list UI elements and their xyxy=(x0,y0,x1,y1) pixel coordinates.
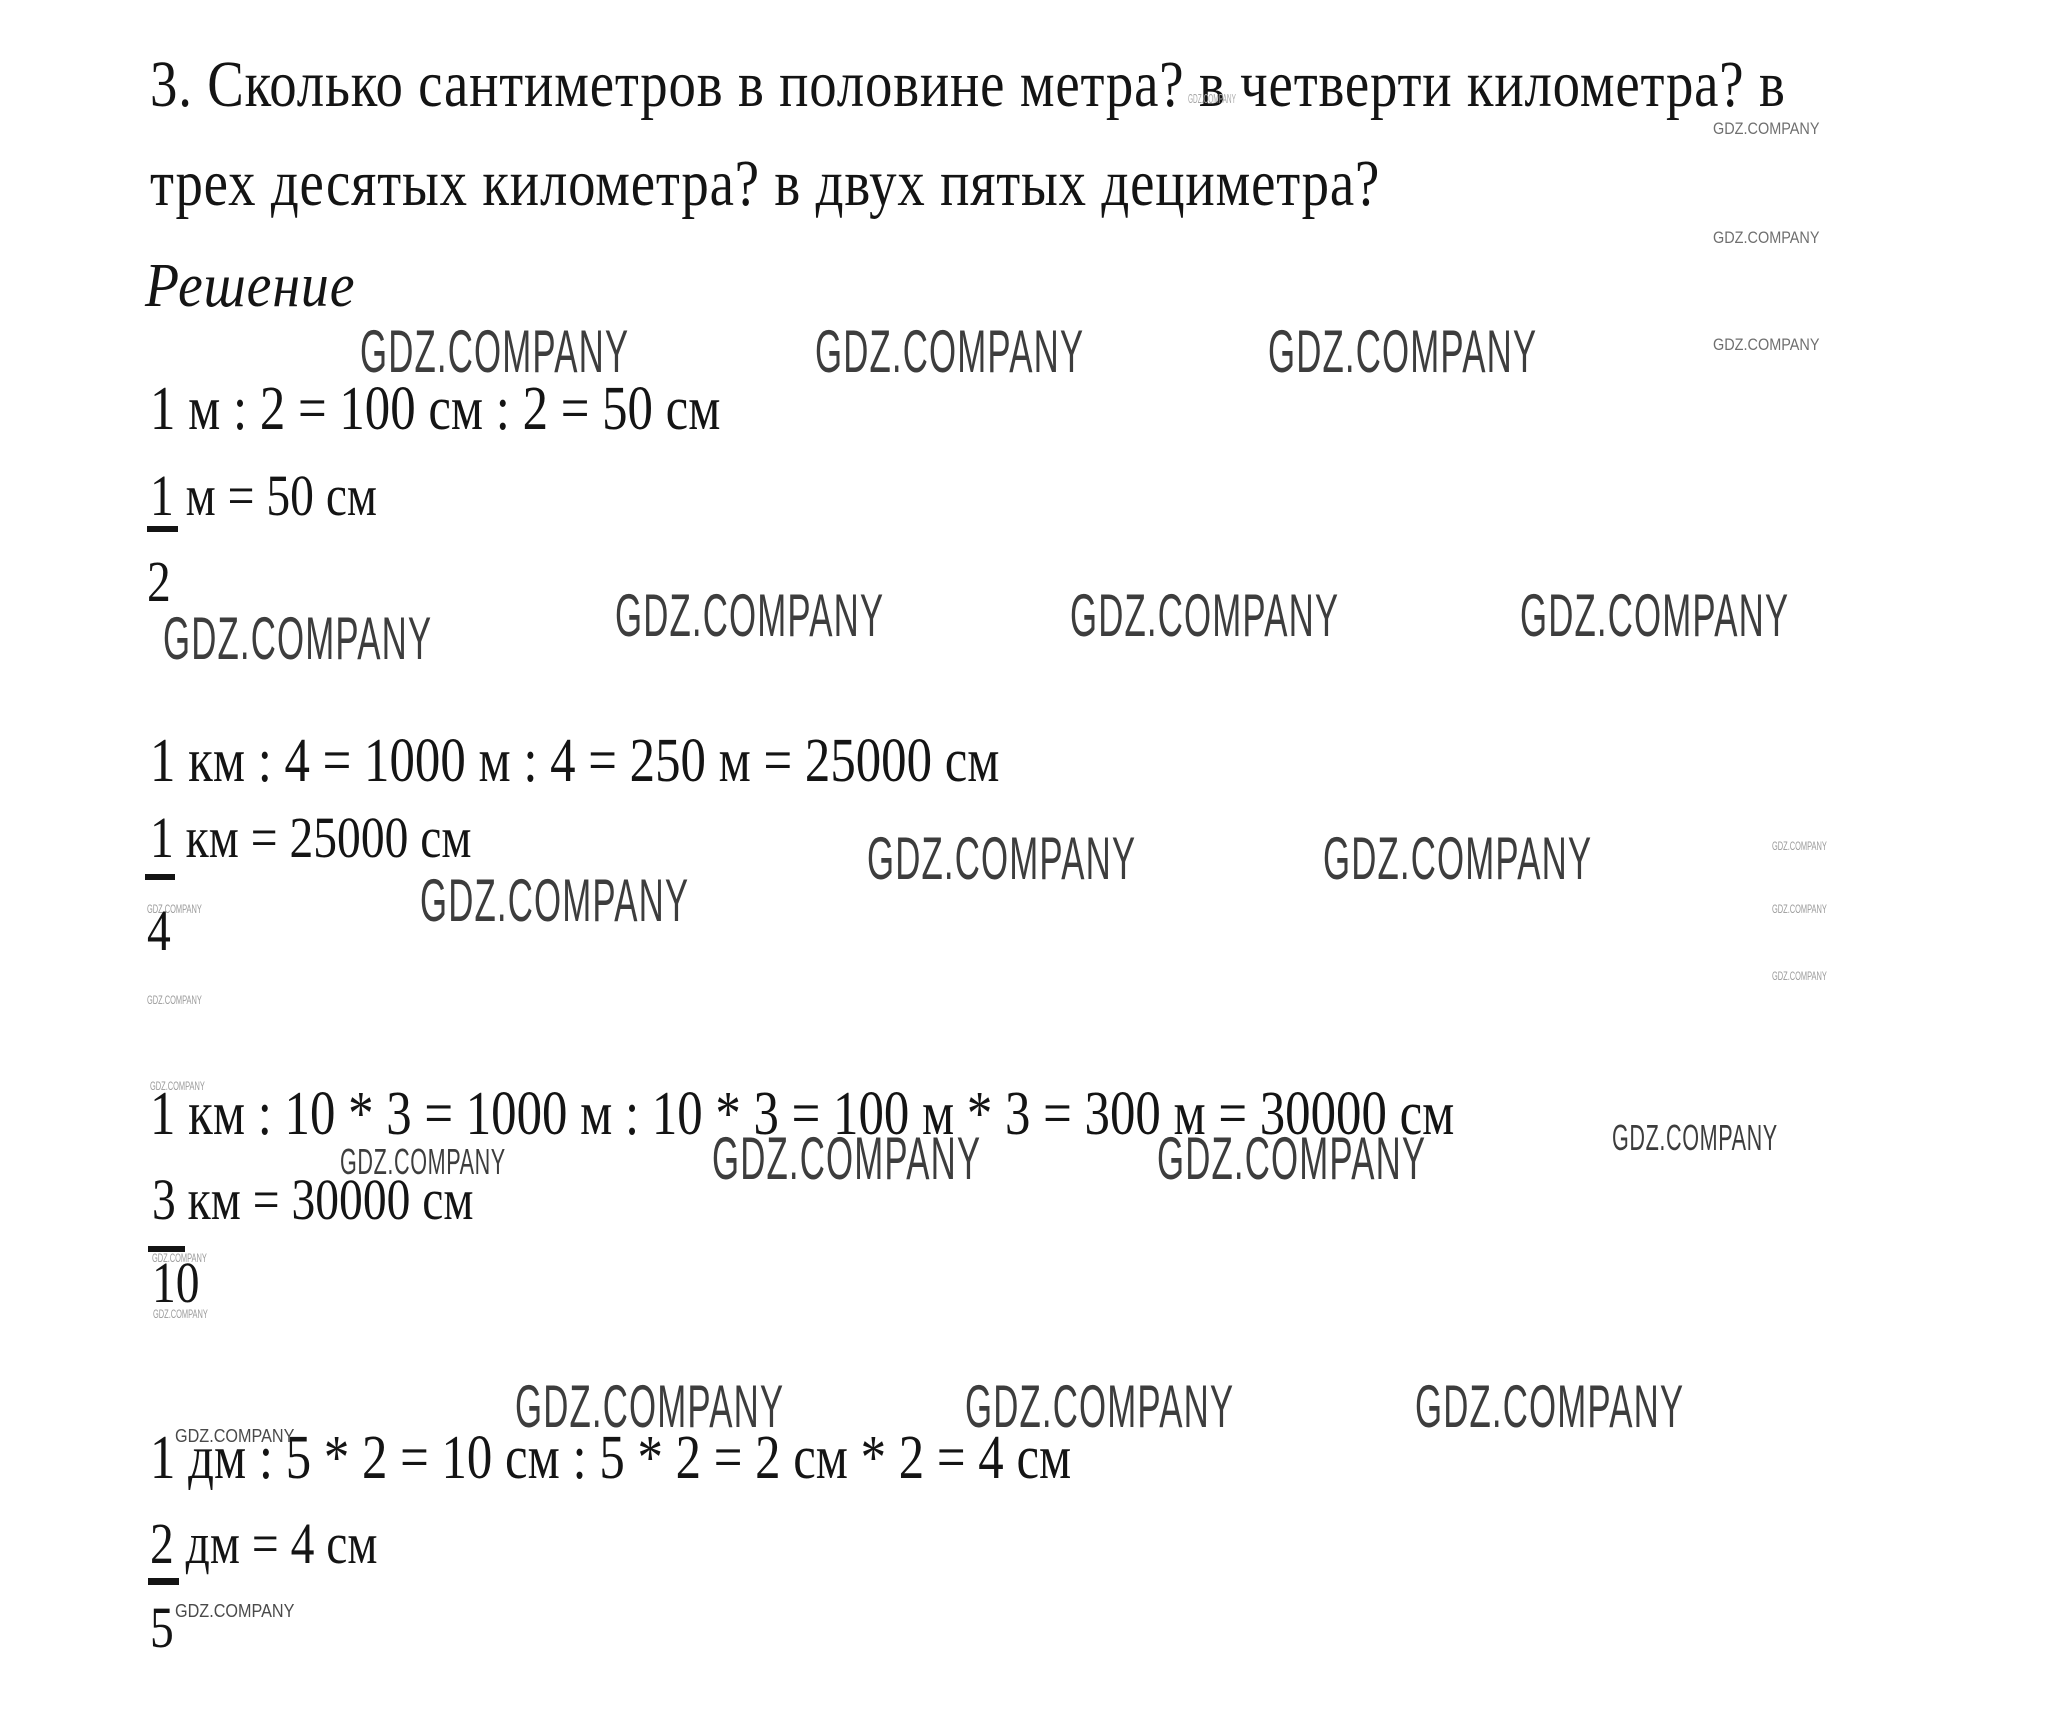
block3-fraction-numerator: 3 xyxy=(152,1167,176,1232)
watermark: GDZ.COMPANY xyxy=(150,1079,205,1093)
watermark: GDZ.COMPANY xyxy=(712,1125,982,1192)
watermark: GDZ.COMPANY xyxy=(1188,91,1236,106)
watermark: GDZ.COMPANY xyxy=(815,318,1085,385)
watermark: GDZ.COMPANY xyxy=(1520,582,1790,649)
watermark: GDZ.COMPANY xyxy=(1070,582,1340,649)
watermark: GDZ.COMPANY xyxy=(163,605,433,672)
block3-fraction-line: 3 км = 30000 см xyxy=(152,1171,473,1229)
watermark: GDZ.COMPANY xyxy=(153,1307,208,1321)
solution-heading: Решение xyxy=(145,252,356,320)
block2-fraction-rest: км = 25000 см xyxy=(173,805,472,870)
block4-fraction-denominator: 5 xyxy=(150,1595,174,1660)
block2-fraction-line: 1 км = 25000 см xyxy=(150,809,471,867)
watermark: GDZ.COMPANY xyxy=(1415,1373,1685,1440)
watermark: GDZ.COMPANY xyxy=(1772,839,1827,853)
problem-text-line1: 3. Сколько сантиметров в половине метра?… xyxy=(150,48,1786,121)
block1-fraction-line: 1 м = 50 см xyxy=(150,467,377,525)
fraction-bar xyxy=(147,526,178,532)
fraction-bar xyxy=(148,1578,179,1585)
block2-equation: 1 км : 4 = 1000 м : 4 = 250 м = 25000 см xyxy=(150,727,1000,795)
watermark: GDZ.COMPANY xyxy=(360,318,630,385)
watermark: GDZ.COMPANY xyxy=(1772,902,1827,916)
watermark: GDZ.COMPANY xyxy=(175,1601,295,1621)
block4-fraction-rest: дм = 4 см xyxy=(173,1511,378,1576)
block2-fraction-denominator: 4 xyxy=(147,898,171,963)
watermark: GDZ.COMPANY xyxy=(1713,335,1820,354)
block1-fraction-numerator: 1 xyxy=(150,463,174,528)
watermark: GDZ.COMPANY xyxy=(147,993,202,1007)
block3-fraction-rest: км = 30000 см xyxy=(175,1167,474,1232)
watermark: GDZ.COMPANY xyxy=(867,825,1137,892)
problem-text-line2: трех десятых километра? в двух пятых дец… xyxy=(150,147,1381,220)
fraction-bar xyxy=(148,1246,185,1252)
watermark: GDZ.COMPANY xyxy=(147,902,202,916)
watermark: GDZ.COMPANY xyxy=(1323,825,1593,892)
watermark: GDZ.COMPANY xyxy=(420,867,690,934)
watermark: GDZ.COMPANY xyxy=(1268,318,1538,385)
block3-fraction-denominator: 10 xyxy=(152,1250,200,1315)
block3-equation: 1 км : 10 * 3 = 1000 м : 10 * 3 = 100 м … xyxy=(150,1080,1455,1148)
fraction-bar xyxy=(145,874,175,880)
block4-fraction-line: 2 дм = 4 см xyxy=(150,1515,377,1573)
watermark: GDZ.COMPANY xyxy=(175,1426,295,1446)
watermark: GDZ.COMPANY xyxy=(1713,119,1820,138)
watermark: GDZ.COMPANY xyxy=(1772,969,1827,983)
watermark: GDZ.COMPANY xyxy=(340,1141,506,1182)
watermark: GDZ.COMPANY xyxy=(152,1251,207,1265)
watermark: GDZ.COMPANY xyxy=(1157,1125,1427,1192)
watermark: GDZ.COMPANY xyxy=(965,1373,1235,1440)
block4-equation: 1 дм : 5 * 2 = 10 см : 5 * 2 = 2 см * 2 … xyxy=(150,1424,1072,1492)
watermark: GDZ.COMPANY xyxy=(515,1373,785,1440)
block1-fraction-rest: м = 50 см xyxy=(173,463,378,528)
watermark: GDZ.COMPANY xyxy=(1612,1117,1778,1158)
block1-equation: 1 м : 2 = 100 см : 2 = 50 см xyxy=(150,375,721,443)
block2-fraction-numerator: 1 xyxy=(150,805,174,870)
block4-fraction-numerator: 2 xyxy=(150,1511,174,1576)
block1-fraction-denominator: 2 xyxy=(147,549,171,614)
watermark: GDZ.COMPANY xyxy=(1713,228,1820,247)
watermark: GDZ.COMPANY xyxy=(615,582,885,649)
